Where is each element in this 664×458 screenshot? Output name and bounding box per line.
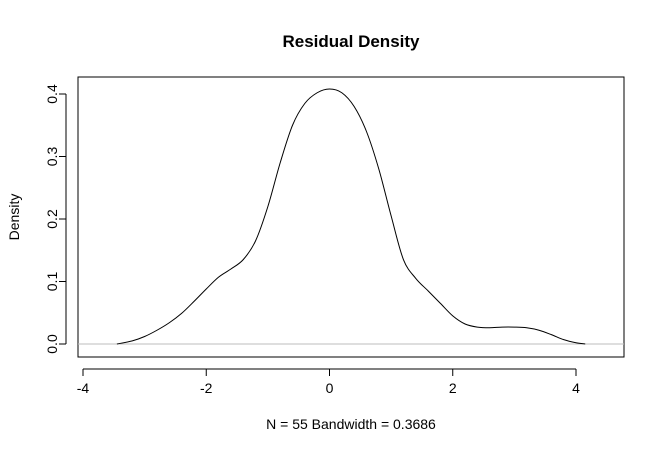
y-axis: 0.0 0.1 0.2 0.3 0.4 (44, 84, 67, 354)
x-tick-label: -4 (77, 380, 90, 396)
x-axis-label: N = 55 Bandwidth = 0.3686 (266, 416, 436, 432)
chart-title: Residual Density (283, 32, 421, 51)
y-tick-label: 0.3 (44, 147, 60, 167)
y-tick-label: 0.1 (44, 272, 60, 292)
x-tick-label: 0 (326, 380, 334, 396)
x-axis: -4 -2 0 2 4 (77, 368, 580, 396)
y-axis-label: Density (6, 194, 22, 241)
y-tick-label: 0.2 (44, 209, 60, 229)
density-curve (116, 88, 586, 345)
plot-frame (77, 76, 625, 358)
x-tick-label: 4 (572, 380, 580, 396)
x-tick-label: 2 (449, 380, 457, 396)
y-tick-label: 0.0 (44, 334, 60, 354)
x-tick-label: -2 (200, 380, 213, 396)
y-tick-label: 0.4 (44, 84, 60, 104)
